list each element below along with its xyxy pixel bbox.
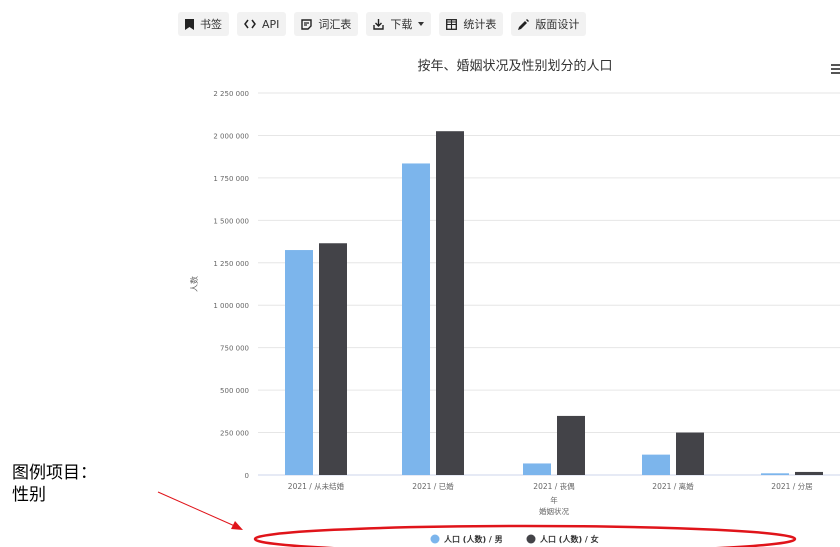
x-tick-label: 2021 / 分居 <box>771 482 813 491</box>
glossary-label: 词汇表 <box>318 18 352 31</box>
x-tick-label: 2021 / 已婚 <box>412 481 454 491</box>
legend-highlight-ellipse <box>253 524 797 547</box>
legend-marker <box>430 534 440 544</box>
download-icon <box>373 18 385 30</box>
download-button[interactable]: 下载 <box>366 12 432 36</box>
bar-male[interactable] <box>642 454 670 475</box>
chevron-down-icon <box>418 22 425 26</box>
y-axis-label: 人数 <box>189 276 199 292</box>
bar-female[interactable] <box>319 243 347 475</box>
y-tick-label: 1 250 000 <box>213 260 249 268</box>
bookmark-button[interactable]: 书签 <box>178 12 229 36</box>
annotation-text: 图例项目： 性别 <box>12 463 97 505</box>
api-button[interactable]: API <box>237 12 287 36</box>
bars <box>285 131 823 476</box>
statistics-table-button[interactable]: 统计表 <box>439 12 504 36</box>
y-tick-label: 500 000 <box>220 387 249 395</box>
api-label: API <box>262 17 280 31</box>
y-tick-label: 1 750 000 <box>213 175 249 183</box>
code-icon <box>244 19 256 29</box>
layout-design-label: 版面设计 <box>535 18 580 31</box>
pencil-icon <box>518 18 530 30</box>
bar-female[interactable] <box>557 415 585 475</box>
y-tick-label: 0 <box>245 472 249 480</box>
download-label: 下载 <box>390 18 413 31</box>
x-tick-label: 2021 / 离婚 <box>652 481 694 491</box>
glossary-button[interactable]: 词汇表 <box>294 12 359 36</box>
annotation-arrow <box>157 491 243 530</box>
table-icon <box>446 18 458 30</box>
legend-label[interactable]: 人口 (人数) / 男 <box>444 534 503 544</box>
bar-male[interactable] <box>761 473 789 475</box>
bookmark-icon <box>185 18 194 30</box>
chart-menu-icon[interactable] <box>831 64 840 74</box>
x-tick-label: 2021 / 丧偶 <box>533 481 575 491</box>
y-tick-label: 250 000 <box>220 430 249 438</box>
chart-title: 按年、婚姻状况及性别划分的人口 <box>417 58 612 74</box>
legend-marker <box>526 534 536 544</box>
bar-male[interactable] <box>523 463 551 475</box>
y-tick-label: 2 000 000 <box>213 132 249 140</box>
bar-female[interactable] <box>436 131 464 475</box>
glossary-icon <box>301 18 313 30</box>
bar-male[interactable] <box>402 163 430 476</box>
legend-label[interactable]: 人口 (人数) / 女 <box>540 534 599 544</box>
bar-female[interactable] <box>795 471 823 475</box>
bar-female[interactable] <box>676 432 704 475</box>
x-axis-ticks: 2021 / 从未结婚 2021 / 已婚 2021 / 丧偶 2021 / 离婚 20… <box>288 481 813 491</box>
x-axis-label-line-1: 年 <box>550 495 558 505</box>
x-tick-label: 2021 / 从未结婚 <box>288 481 345 491</box>
y-tick-label: 1 500 000 <box>213 217 249 225</box>
y-tick-label: 750 000 <box>220 345 249 353</box>
y-tick-label: 1 000 000 <box>213 302 249 310</box>
statistics-table-label: 统计表 <box>463 18 497 31</box>
y-axis-ticks: 0 250 000 500 000 750 000 1 000 000 1 250 000… <box>213 90 249 480</box>
layout-design-button[interactable]: 版面设计 <box>511 12 587 36</box>
y-tick-label: 2 250 000 <box>213 90 249 98</box>
bar-male[interactable] <box>285 250 313 475</box>
toolbar: 书签 API 词汇表 下载 统计表 版面设计 <box>178 12 587 36</box>
bookmark-label: 书签 <box>200 18 222 31</box>
x-axis-label-line-2: 婚姻状况 <box>539 506 569 516</box>
legend[interactable]: 人口 (人数) / 男 人口 (人数) / 女 <box>430 534 599 544</box>
